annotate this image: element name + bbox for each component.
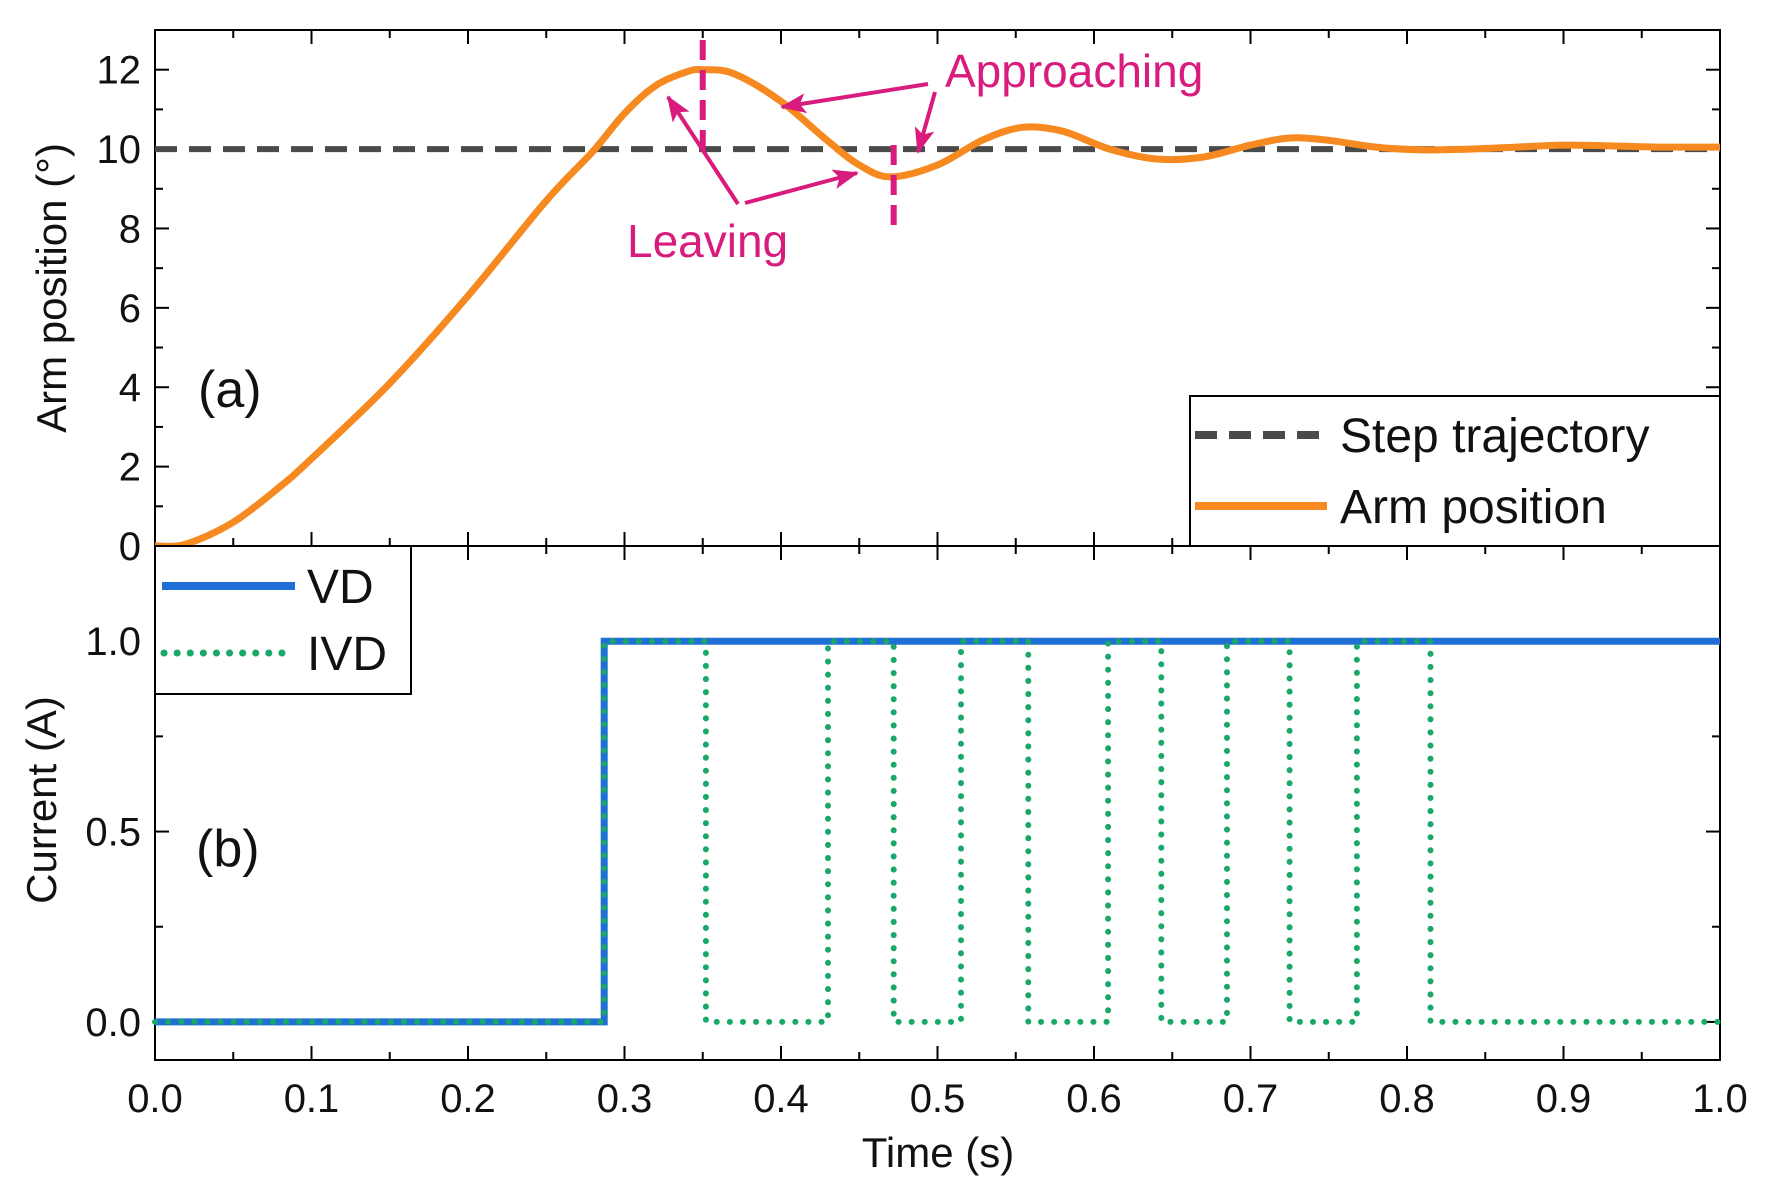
approaching-arrow-1	[780, 82, 929, 114]
panel-b-xtick-label: 0.6	[1066, 1077, 1122, 1121]
panel-a-ytick-label: 2	[119, 446, 141, 490]
legend-label-arm-position: Arm position	[1340, 481, 1607, 534]
panel-b-xtick-label: 0.9	[1536, 1077, 1592, 1121]
panel-b-xtick-label: 0.4	[753, 1077, 809, 1121]
panel-b-xtick-label: 0.3	[597, 1077, 653, 1121]
panel-a-ytick-label: 8	[119, 207, 141, 251]
legend-label-step-trajectory: Step trajectory	[1340, 410, 1649, 463]
series-ivd	[152, 638, 1723, 1025]
panel-b-ytick-label: 0.5	[85, 811, 141, 855]
panel-b-tag: (b)	[196, 820, 260, 878]
panel-a: 0 2 4 6 8 10 12 Approaching Leaving (a) Arm pos…	[28, 29, 1721, 569]
panel-b-ylabel: Current (A)	[18, 696, 65, 904]
approaching-arrow-2	[914, 91, 937, 154]
annotation-approaching-label: Approaching	[945, 45, 1203, 97]
panel-b-xtick-label: 0.8	[1379, 1077, 1435, 1121]
panel-a-ytick-label: 0	[119, 525, 141, 569]
panel-a-ytick-label: 10	[97, 128, 142, 172]
legend-label-ivd: IVD	[307, 628, 387, 681]
panel-b-xlabel: Time (s)	[862, 1129, 1014, 1176]
leaving-arrow-1	[666, 95, 740, 206]
panel-a-legend-box	[1189, 395, 1721, 547]
panel-b-xtick-label: 0.0	[127, 1077, 183, 1121]
leaving-arrow-2	[744, 169, 859, 205]
series-arm-position	[154, 65, 1721, 550]
panel-a-legend: Step trajectory Arm position	[1189, 395, 1721, 547]
annotation-leaving-label: Leaving	[627, 215, 788, 267]
panel-b-ytick-label: 0.0	[85, 1001, 141, 1045]
panel-b-xtick-label: 0.7	[1223, 1077, 1279, 1121]
panel-b-xtick-label: 0.1	[284, 1077, 340, 1121]
panel-a-series	[154, 65, 1721, 550]
panel-a-ylabel: Arm position (°)	[28, 143, 75, 433]
panel-b-ytick-label: 1.0	[85, 620, 141, 664]
panel-b: 0.0 0.5 1.0 0.0 0.1 0.2 0.3 0.4 0.5 0.6 0.7 0.8 0.9 1…	[18, 545, 1748, 1176]
panel-a-tag: (a)	[198, 361, 262, 419]
panel-b-xtick-label: 0.5	[910, 1077, 966, 1121]
panel-a-ytick-label: 4	[119, 366, 141, 410]
legend-label-vd: VD	[307, 561, 374, 614]
panel-a-annotations: Approaching Leaving	[627, 40, 1203, 267]
panel-a-ytick-label: 6	[119, 287, 141, 331]
panel-b-legend: VD IVD	[154, 545, 412, 695]
panel-b-xtick-label: 0.2	[440, 1077, 496, 1121]
panel-b-xtick-label: 1.0	[1692, 1077, 1748, 1121]
panel-a-ytick-label: 12	[97, 49, 142, 93]
panel-b-series	[152, 637, 1723, 1026]
series-vd	[155, 637, 1720, 1026]
panel-b-legend-box	[154, 545, 412, 695]
panel-b-ticks: 0.0 0.5 1.0 0.0 0.1 0.2 0.3 0.4 0.5 0.6 0.7 0.8 0.9 1…	[85, 546, 1748, 1121]
